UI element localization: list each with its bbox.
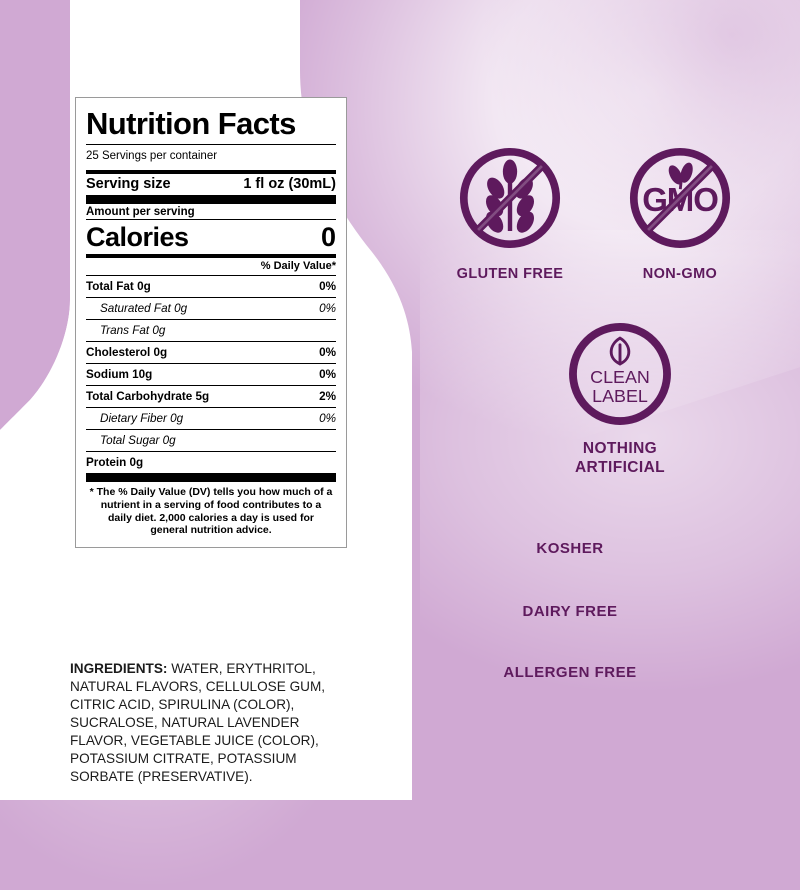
leaf-icon [609, 336, 631, 366]
badge-caption: GLUTEN FREE [456, 266, 564, 282]
divider [86, 169, 336, 174]
nutrient-row: Total Fat 0g 0% [86, 276, 336, 297]
calories-row: Calories 0 [86, 220, 336, 254]
badge-non-gmo: GMO NON-GMO [610, 143, 750, 282]
nutrient-name: Dietary Fiber 0g [100, 411, 184, 425]
wheat-no-symbol-icon [459, 147, 561, 249]
nutrient-row: Cholesterol 0g 0% [86, 342, 336, 363]
divider [86, 274, 336, 276]
nutrient-name: Total Sugar 0g [100, 433, 176, 447]
nutrition-facts-panel: Nutrition Facts 25 Servings per containe… [75, 97, 347, 549]
nutrient-row: Dietary Fiber 0g 0% [86, 408, 336, 429]
claim-dairy-free: DAIRY FREE [522, 603, 618, 620]
divider [86, 318, 336, 320]
divider [86, 362, 336, 364]
daily-value-footnote: * The % Daily Value (DV) tells you how m… [89, 485, 333, 537]
background-highlight-mid [420, 230, 800, 690]
nutrient-row: Sodium 10g 0% [86, 364, 336, 385]
clean-label-line2: LABEL [592, 386, 648, 406]
badge-caption: NOTHING ARTIFICIAL [525, 439, 715, 478]
nutrient-row: Total Carbohydrate 5g 2% [86, 386, 336, 407]
nutrient-row: Trans Fat 0g [86, 320, 336, 341]
badge-caption-line2: ARTIFICIAL [574, 459, 666, 477]
divider [86, 340, 336, 342]
divider [86, 428, 336, 430]
divider [86, 450, 336, 452]
clean-label-line1: CLEAN [590, 367, 650, 387]
serving-size-row: Serving size 1 fl oz (30mL) [86, 174, 336, 195]
ingredients-heading: INGREDIENTS: [70, 661, 168, 676]
servings-per-container: 25 Servings per container [86, 149, 218, 162]
nutrient-daily-value: 0% [319, 367, 336, 381]
calories-label: Calories [86, 221, 189, 252]
claim-kosher: KOSHER [536, 540, 604, 557]
nutrient-daily-value: 0% [319, 345, 336, 359]
calories-value: 0 [320, 221, 336, 252]
nutrient-row: Total Sugar 0g [86, 430, 336, 451]
divider [86, 296, 336, 298]
nutrient-name: Total Carbohydrate 5g [86, 389, 210, 403]
amount-per-serving: Amount per serving [86, 205, 195, 218]
ingredients-block: INGREDIENTS: WATER, ERYTHRITOL, NATURAL … [70, 660, 360, 787]
nutrient-daily-value: 0% [319, 279, 336, 293]
claim-allergen-free: ALLERGEN FREE [503, 664, 637, 681]
divider [86, 472, 336, 482]
ingredients-text: WATER, ERYTHRITOL, NATURAL FLAVORS, CELL… [70, 661, 326, 785]
badge-caption: NON-GMO [642, 266, 718, 282]
nutrient-name: Saturated Fat 0g [100, 301, 188, 315]
divider [86, 143, 336, 145]
badge-gluten-free: GLUTEN FREE [440, 143, 580, 282]
serving-size-label: Serving size [86, 175, 171, 192]
nutrient-name: Cholesterol 0g [86, 345, 168, 359]
nutrient-name: Protein 0g [86, 455, 144, 469]
clean-label-ring: CLEAN LABEL [569, 323, 671, 425]
nutrient-row: Saturated Fat 0g 0% [86, 298, 336, 319]
nutrient-daily-value: 0% [319, 301, 336, 315]
nutrient-name: Sodium 10g [86, 367, 153, 381]
divider [86, 406, 336, 408]
divider [86, 253, 336, 258]
nutrition-title: Nutrition Facts [86, 106, 296, 141]
badge-caption-line1: NOTHING [582, 440, 658, 457]
divider [86, 384, 336, 386]
nutrient-row: Protein 0g [86, 452, 336, 473]
badge-clean-label: CLEAN LABEL NOTHING ARTIFICIAL [525, 318, 715, 478]
divider [86, 194, 336, 204]
daily-value-header: % Daily Value* [260, 259, 336, 272]
gmo-no-symbol-icon: GMO [629, 147, 731, 249]
nutrient-name: Trans Fat 0g [100, 323, 166, 337]
nutrient-daily-value: 2% [319, 389, 336, 403]
nutrient-rows: Total Fat 0g 0% Saturated Fat 0g 0% Trans Fa… [86, 276, 336, 473]
divider [86, 218, 336, 220]
nutrient-name: Total Fat 0g [86, 279, 151, 293]
nutrient-daily-value: 0% [319, 411, 336, 425]
serving-size-value: 1 fl oz (30mL) [243, 175, 336, 192]
